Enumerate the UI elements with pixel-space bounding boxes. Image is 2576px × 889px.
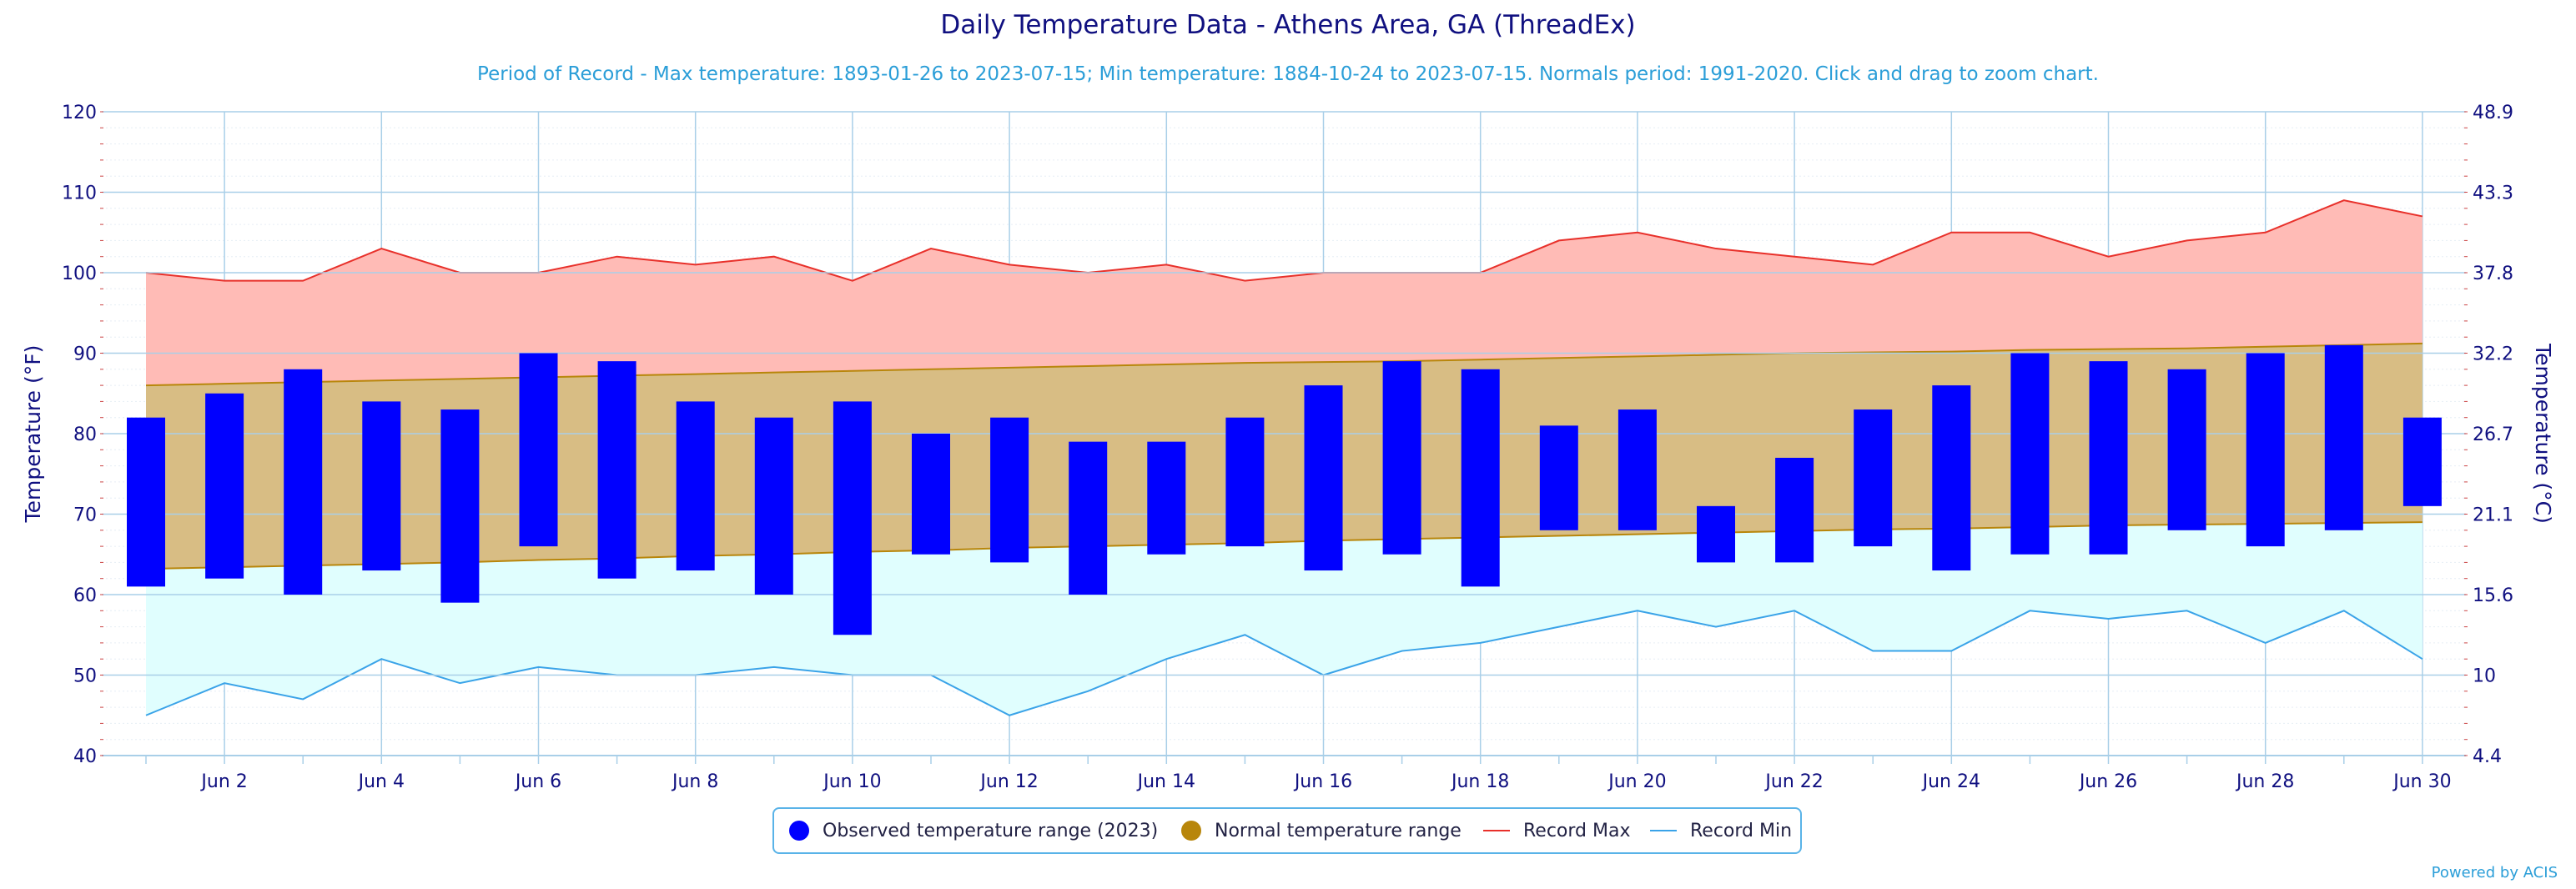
observed-bar[interactable]: [1225, 417, 1265, 547]
observed-bar[interactable]: [754, 417, 793, 595]
observed-bar[interactable]: [912, 434, 950, 555]
legend-item-record-min[interactable]: Record Min: [1650, 809, 1792, 852]
chart-title: Daily Temperature Data - Athens Area, GA…: [940, 10, 1636, 40]
observed-bar[interactable]: [127, 417, 165, 587]
observed-bar[interactable]: [2010, 353, 2050, 555]
observed-bar[interactable]: [833, 401, 872, 635]
observed-bar[interactable]: [1539, 425, 1578, 530]
y-tick-label-left: 90: [73, 344, 97, 365]
legend-item-observed[interactable]: Observed temperature range (2023): [789, 809, 1158, 852]
y-axis-title-right: Temperature (°C): [2531, 343, 2555, 524]
bar-layer[interactable]: [127, 344, 2442, 635]
legend-observed-marker: [789, 821, 809, 841]
x-tick-label: Jun 28: [2235, 771, 2294, 792]
observed-bar[interactable]: [990, 417, 1029, 563]
observed-bar[interactable]: [2402, 417, 2442, 506]
y-tick-label-left: 60: [73, 585, 97, 606]
x-tick-label: Jun 6: [514, 771, 561, 792]
observed-bar[interactable]: [284, 369, 323, 595]
area-layer: [102, 111, 2466, 756]
y-tick-label-left: 100: [62, 264, 97, 284]
observed-bar[interactable]: [676, 401, 715, 571]
y-tick-label-left: 110: [62, 183, 97, 204]
x-tick-label: Jun 24: [1921, 771, 1980, 792]
observed-bar[interactable]: [1775, 457, 1814, 563]
y-tick-label-left: 120: [62, 103, 97, 123]
x-tick-label: Jun 20: [1607, 771, 1666, 792]
observed-bar[interactable]: [1697, 505, 1735, 563]
y-axis-title-left: Temperature (°F): [21, 345, 45, 524]
y-tick-label-right: 37.8: [2473, 264, 2513, 284]
y-tick-label-left: 70: [73, 505, 97, 526]
legend-record-max-marker: [1483, 830, 1510, 831]
legend-item-record-max[interactable]: Record Max: [1483, 809, 1631, 852]
y-tick-label-right: 26.7: [2473, 424, 2513, 445]
record-min-area: [146, 522, 2423, 716]
y-tick-label-right: 21.1: [2473, 505, 2513, 526]
observed-bar[interactable]: [2246, 353, 2285, 547]
observed-bar[interactable]: [2089, 361, 2128, 555]
y-tick-label-left: 50: [73, 666, 97, 687]
observed-bar[interactable]: [1932, 385, 1971, 571]
legend-item-normal[interactable]: Normal temperature range: [1181, 809, 1462, 852]
legend-normal-marker: [1181, 821, 1201, 841]
x-tick-label: Jun 16: [1293, 771, 1352, 792]
observed-bar[interactable]: [1382, 361, 1421, 555]
record-min-line[interactable]: [145, 610, 2423, 716]
observed-bar[interactable]: [1147, 441, 1186, 555]
observed-bar[interactable]: [362, 401, 401, 571]
y-tick-label-left: 80: [73, 424, 97, 445]
observed-bar[interactable]: [1069, 441, 1108, 595]
legend-record-max-label: Record Max: [1523, 820, 1631, 841]
x-tick-label: Jun 14: [1136, 771, 1195, 792]
y-tick-label-right: 4.4: [2473, 746, 2502, 767]
record-max-area: [146, 200, 2423, 386]
x-tick-label: Jun 8: [671, 771, 718, 792]
observed-bar[interactable]: [205, 393, 244, 579]
x-tick-label: Jun 18: [1450, 771, 1509, 792]
observed-bar[interactable]: [1461, 369, 1500, 587]
observed-bar[interactable]: [519, 353, 558, 547]
x-tick-label: Jun 4: [357, 771, 405, 792]
y-tick-label-right: 43.3: [2473, 183, 2513, 204]
observed-bar[interactable]: [1854, 409, 1893, 547]
credits-link[interactable]: Powered by ACIS: [2431, 864, 2558, 881]
x-tick-label: Jun 22: [1763, 771, 1823, 792]
observed-bar[interactable]: [1304, 385, 1343, 571]
y-tick-label-right: 15.6: [2473, 585, 2513, 606]
chart-subtitle: Period of Record - Max temperature: 1893…: [477, 63, 2099, 85]
y-tick-label-right: 10: [2473, 666, 2496, 687]
observed-bar[interactable]: [2167, 369, 2206, 530]
x-tick-label: Jun 10: [822, 771, 881, 792]
x-tick-label: Jun 26: [2078, 771, 2137, 792]
legend-observed-label: Observed temperature range (2023): [823, 820, 1159, 841]
axis-layer: Jun 2 Jun 4 Jun 6 Jun 8 Jun 10 Jun 12 Jun 14 Ju…: [62, 103, 2513, 792]
x-tick-label: Jun 2: [199, 771, 247, 792]
normal-range-area: [146, 343, 2423, 570]
x-tick-label: Jun 12: [979, 771, 1038, 792]
observed-bar[interactable]: [1618, 409, 1657, 530]
observed-bar[interactable]: [440, 409, 480, 603]
legend-record-min-marker: [1650, 830, 1677, 831]
x-tick-label: Jun 30: [2392, 771, 2451, 792]
y-tick-label-left: 40: [73, 746, 97, 767]
observed-bar[interactable]: [2324, 344, 2363, 530]
legend-record-min-label: Record Min: [1690, 820, 1793, 841]
legend: Observed temperature range (2023) Normal…: [772, 807, 1802, 854]
y-tick-label-right: 48.9: [2473, 103, 2513, 123]
y-tick-label-right: 32.2: [2473, 344, 2513, 365]
observed-bar[interactable]: [597, 361, 636, 579]
legend-normal-label: Normal temperature range: [1215, 820, 1462, 841]
